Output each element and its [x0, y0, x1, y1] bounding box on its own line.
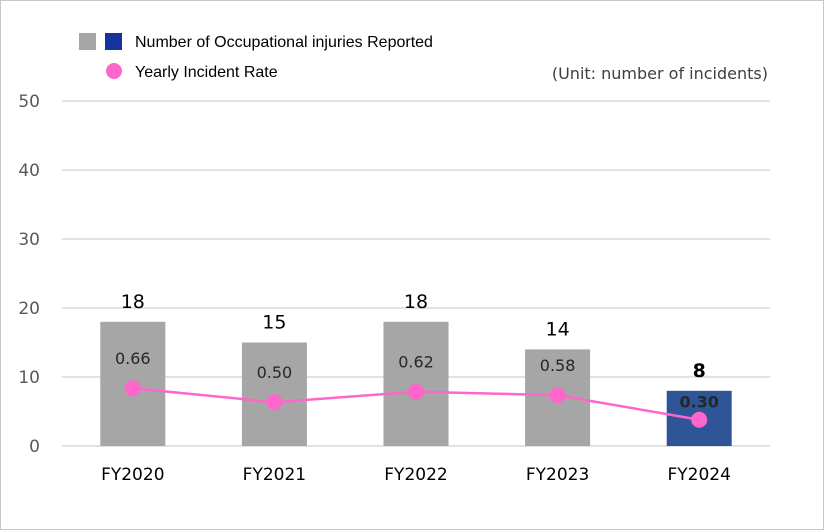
- x-tick-label: FY2023: [526, 465, 589, 485]
- rate-label: 0.58: [540, 356, 576, 375]
- rate-point: [124, 380, 141, 397]
- x-tick-label: FY2024: [667, 465, 730, 485]
- bar-value-label: 15: [262, 312, 286, 334]
- bar-value-label: 18: [121, 291, 145, 313]
- legend-label-rate: Yearly Incident Rate: [135, 64, 278, 81]
- rate-label: 0.50: [257, 363, 293, 382]
- rate-label: 0.66: [115, 349, 151, 368]
- y-tick-label: 40: [18, 161, 40, 181]
- y-tick-label: 30: [18, 230, 40, 250]
- rate-point: [549, 387, 566, 404]
- bar-value-label: 14: [546, 318, 570, 340]
- legend-marker-rate: [106, 63, 122, 79]
- rate-label: 0.62: [398, 353, 434, 372]
- bar-value-label: 8: [693, 360, 706, 382]
- bar-value-label: 18: [404, 291, 428, 313]
- x-tick-label: FY2020: [101, 465, 164, 485]
- x-tick-label: FY2021: [243, 465, 306, 485]
- legend: Number of Occupational injuries Reported…: [79, 33, 433, 81]
- rate-label: 0.30: [679, 393, 718, 412]
- legend-swatch-blue: [105, 33, 122, 50]
- x-tick-label: FY2022: [384, 465, 447, 485]
- y-tick-label: 50: [18, 92, 40, 112]
- rate-point: [691, 411, 708, 428]
- y-tick-label: 10: [18, 368, 40, 388]
- legend-label-injuries: Number of Occupational injuries Reported: [135, 34, 433, 51]
- rate-point: [408, 383, 424, 400]
- y-tick-label: 0: [29, 437, 40, 457]
- unit-label: (Unit: number of incidents): [552, 64, 768, 83]
- legend-swatch-gray: [79, 33, 96, 50]
- rate-point: [266, 394, 283, 411]
- y-tick-label: 20: [18, 299, 40, 319]
